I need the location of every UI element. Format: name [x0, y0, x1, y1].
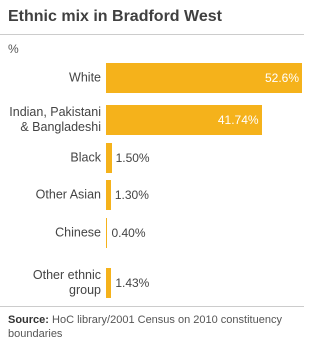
source: Source: HoC library/2001 Census on 2010 …: [8, 313, 298, 341]
category-label: Other Asian: [35, 187, 101, 202]
value-label: 52.6%: [264, 71, 299, 85]
bar: [106, 180, 111, 210]
value-label: 1.43%: [115, 276, 150, 290]
category-label: Other ethnic group: [32, 268, 101, 297]
chart-title: Ethnic mix in Bradford West: [8, 8, 222, 25]
axis-label: %: [8, 42, 19, 56]
divider: [0, 34, 304, 35]
source-text: HoC library/2001 Census on 2010 constitu…: [8, 314, 282, 340]
chart: Ethnic mix in Bradford West % Source: Ho…: [0, 8, 304, 341]
bar: [106, 143, 112, 173]
bar: [106, 105, 262, 135]
value-label: 1.30%: [114, 188, 149, 202]
category-label: Indian, Pakistani & Bangladeshi: [9, 105, 101, 134]
bar: [106, 268, 112, 298]
source-label: Source:: [8, 314, 49, 326]
bar: [106, 63, 302, 93]
value-label: 0.40%: [111, 226, 146, 240]
bar: [106, 218, 108, 248]
category-label: Black: [70, 150, 101, 165]
value-label: 41.74%: [217, 113, 259, 127]
category-label: Chinese: [55, 225, 101, 240]
divider: [0, 306, 304, 307]
value-label: 1.50%: [115, 151, 150, 165]
category-label: White: [69, 70, 101, 85]
